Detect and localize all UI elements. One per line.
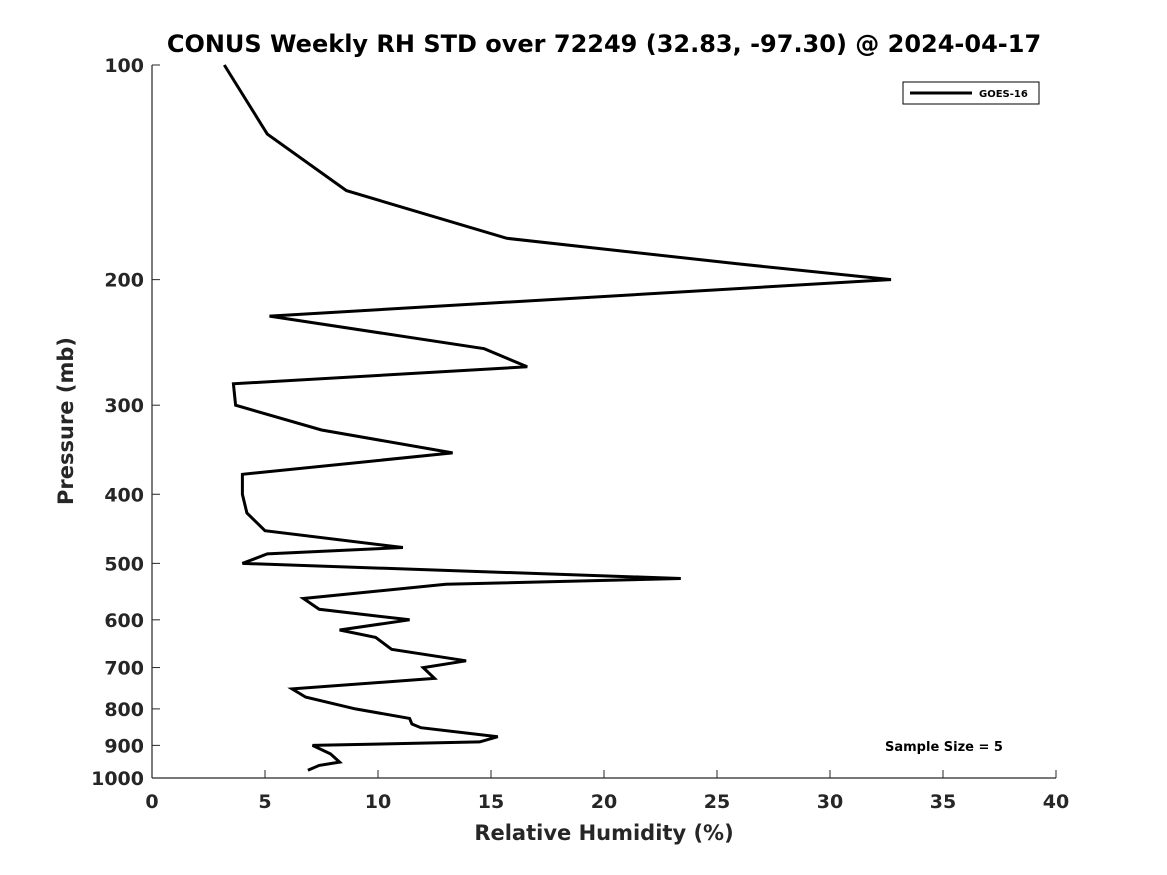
y-axis-label: Pressure (mb) xyxy=(54,337,78,505)
y-tick-label: 200 xyxy=(104,270,144,292)
y-tick-label: 300 xyxy=(104,395,144,417)
x-tick-label: 10 xyxy=(365,791,391,813)
y-tick-label: 100 xyxy=(104,55,144,77)
x-tick-label: 40 xyxy=(1043,791,1069,813)
series-group xyxy=(223,64,892,772)
x-tick-label: 20 xyxy=(591,791,617,813)
x-tick-label: 15 xyxy=(478,791,504,813)
y-tick-label: 700 xyxy=(104,658,144,680)
y-tick-label: 800 xyxy=(104,699,144,721)
y-tick-label: 400 xyxy=(104,484,144,506)
x-tick-label: 5 xyxy=(258,791,271,813)
y-tick-label: 600 xyxy=(104,610,144,632)
x-tick-label: 0 xyxy=(145,791,158,813)
series-line-goes-16 xyxy=(223,64,892,772)
y-tick-label: 900 xyxy=(104,735,144,757)
tick-group: 0 5 10 15 20 25 30 35 40 100 200 300 400 500 600 700 800… xyxy=(91,55,1069,813)
x-tick-label: 30 xyxy=(817,791,843,813)
x-tick-label: 35 xyxy=(930,791,956,813)
sample-size-annotation: Sample Size = 5 xyxy=(885,740,1003,755)
x-tick-label: 25 xyxy=(704,791,730,813)
y-tick-label: 1000 xyxy=(91,768,144,790)
chart-title: CONUS Weekly RH STD over 72249 (32.83, -… xyxy=(167,30,1041,58)
x-axis-label: Relative Humidity (%) xyxy=(474,821,733,845)
y-tick-label: 500 xyxy=(104,553,144,575)
legend: GOES-16 xyxy=(902,81,1040,105)
legend-label-goes-16: GOES-16 xyxy=(979,89,1028,100)
